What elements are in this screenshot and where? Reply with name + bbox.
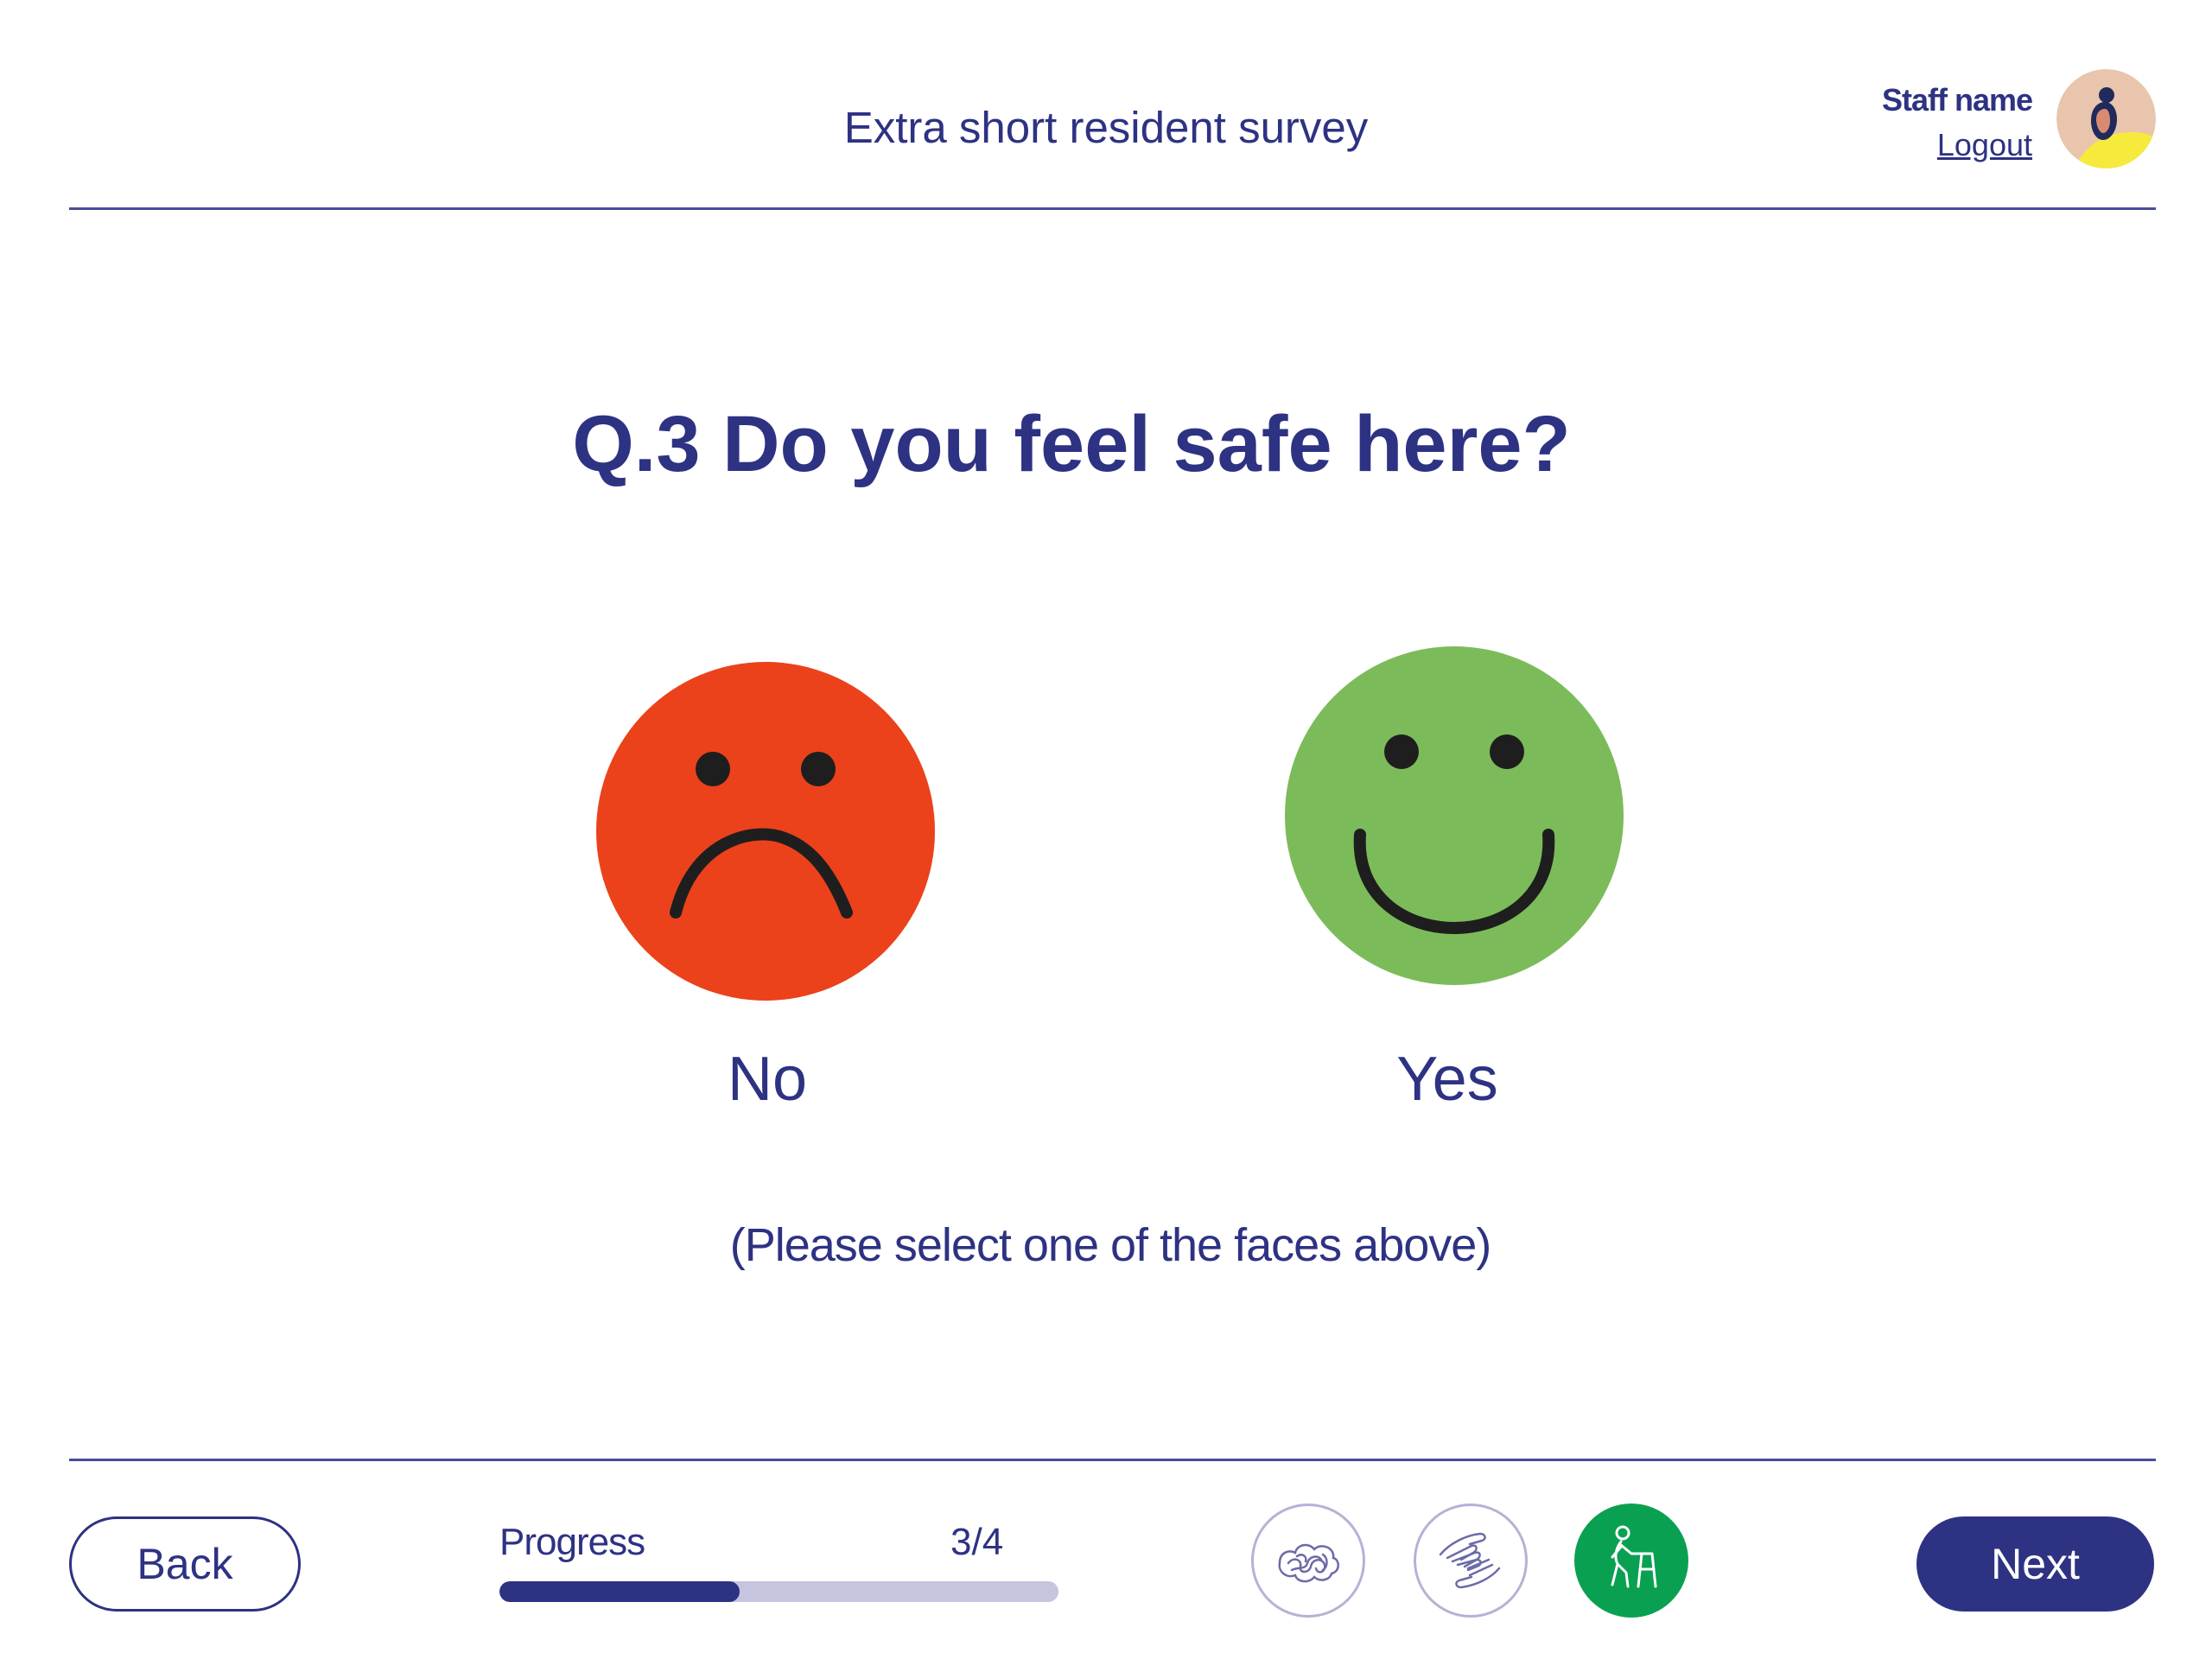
person-with-walker-icon [1611,1525,1657,1588]
yes-option[interactable] [1285,646,1624,985]
section-nav-thoughts[interactable] [1251,1504,1365,1618]
survey-title: Extra short resident survey [843,103,1369,152]
yes-label[interactable]: Yes [1396,1045,1498,1114]
no-option[interactable] [596,662,935,1001]
sad-face-icon [596,662,935,1001]
back-button[interactable]: Back [69,1516,301,1612]
staff-avatar-icon [2056,69,2156,168]
progress-bar [499,1581,1058,1602]
progress-label: Progress [499,1521,645,1563]
progress-bar-fill [499,1581,741,1602]
section-nav-support[interactable] [1414,1504,1528,1618]
header-divider [69,207,2156,210]
instruction-text: (Please select one of the faces above) [729,1219,1492,1271]
avatar[interactable] [2056,69,2156,168]
next-button[interactable]: Next [1916,1516,2154,1612]
staff-name: Staff name [1881,82,2033,118]
section-nav-mobility[interactable] [1574,1504,1688,1618]
staff-info: Staff name Logout [1881,82,2033,163]
progress-count: 3/4 [950,1521,1004,1563]
footer-divider [69,1459,2156,1461]
happy-face-icon [1285,646,1624,985]
no-label[interactable]: No [727,1045,808,1114]
question-text: Q.3 Do you feel safe here? [572,400,1571,488]
tangled-thoughts-icon [1278,1543,1339,1583]
holding-hands-icon [1439,1532,1501,1589]
logout-link[interactable]: Logout [1936,127,2032,162]
